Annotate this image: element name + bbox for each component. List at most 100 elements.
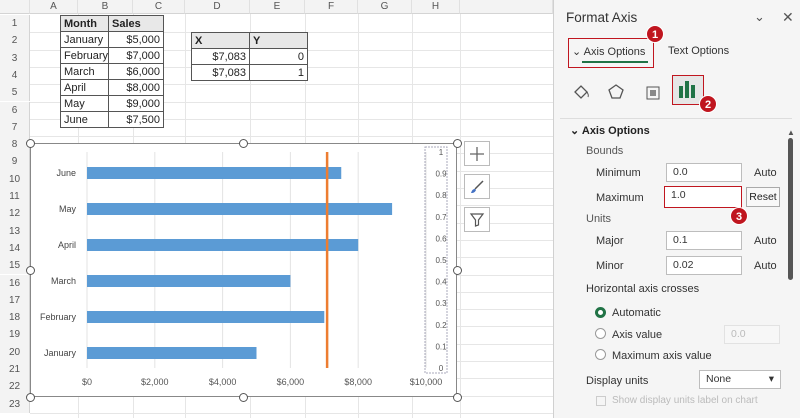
chart[interactable]: $0 $2,000 $4,000 $6,000 $8,000 $10,000 June May…	[30, 143, 457, 397]
tab-axis-options[interactable]: ⌄ Axis Options	[572, 46, 646, 58]
table-cell[interactable]: $7,083	[191, 48, 250, 65]
resize-handle[interactable]	[26, 266, 35, 275]
minimum-input[interactable]: 0.0	[666, 163, 742, 182]
divider	[560, 118, 792, 119]
resize-handle[interactable]	[239, 393, 248, 402]
row-header[interactable]: 22	[0, 378, 30, 396]
table-cell[interactable]: January	[60, 31, 109, 48]
resize-handle[interactable]	[26, 393, 35, 402]
major-input[interactable]: 0.1	[666, 231, 742, 250]
table-cell[interactable]: April	[60, 79, 109, 96]
table-cell[interactable]: February	[60, 47, 109, 64]
chart-elements-button[interactable]	[464, 141, 490, 166]
table-cell[interactable]: $7,500	[108, 111, 164, 128]
row-header[interactable]: 23	[0, 395, 30, 413]
resize-handle[interactable]	[26, 139, 35, 148]
resize-handle[interactable]	[453, 266, 462, 275]
category-label: April	[58, 240, 76, 250]
pane-title: Format Axis	[566, 10, 638, 25]
row-header[interactable]: 19	[0, 326, 30, 344]
display-units-select[interactable]: None ▾	[699, 370, 781, 389]
row-header[interactable]: 4	[0, 66, 30, 85]
column-header[interactable]: G	[358, 0, 412, 14]
fill-line-icon[interactable]	[572, 82, 592, 102]
row-header[interactable]: 6	[0, 101, 30, 119]
minimum-auto-button[interactable]: Auto	[754, 167, 777, 179]
display-units-label: Display units	[586, 375, 649, 387]
chevron-down-icon[interactable]: ⌄	[754, 9, 765, 24]
row-header[interactable]: 10	[0, 170, 30, 188]
table-cell[interactable]: $6,000	[108, 63, 164, 80]
close-icon[interactable]: ✕	[782, 9, 794, 25]
row-header[interactable]: 12	[0, 205, 30, 223]
maximum-label: Maximum	[596, 192, 644, 204]
tab-text-options[interactable]: Text Options	[668, 45, 730, 57]
row-header[interactable]: 1	[0, 15, 30, 33]
row-header[interactable]: 3	[0, 49, 30, 67]
select-all-corner[interactable]	[0, 0, 30, 14]
row-header[interactable]: 21	[0, 361, 30, 379]
radio-maximum-axis-value[interactable]	[595, 349, 606, 360]
row-header[interactable]: 20	[0, 343, 30, 361]
table-cell[interactable]: $7,000	[108, 47, 164, 64]
table-cell[interactable]: June	[60, 111, 109, 128]
maximum-reset-button[interactable]: Reset	[746, 187, 780, 207]
resize-handle[interactable]	[239, 139, 248, 148]
radio-automatic[interactable]	[595, 307, 606, 318]
row-header[interactable]: 9	[0, 153, 30, 171]
minor-input[interactable]: 0.02	[666, 256, 742, 275]
show-units-checkbox[interactable]	[596, 396, 606, 406]
table-cell[interactable]: $9,000	[108, 95, 164, 112]
major-auto-button[interactable]: Auto	[754, 235, 777, 247]
row-header[interactable]: 11	[0, 188, 30, 206]
tab-underline	[582, 61, 648, 63]
row-header[interactable]: 16	[0, 274, 30, 292]
table-cell[interactable]: $5,000	[108, 31, 164, 48]
gridline	[30, 101, 553, 103]
chart-styles-button[interactable]	[464, 174, 490, 199]
table-header-cell[interactable]: Month	[60, 15, 109, 32]
column-header[interactable]: A	[30, 0, 78, 14]
row-header[interactable]: 5	[0, 84, 30, 102]
table-cell[interactable]: $8,000	[108, 79, 164, 96]
row-header[interactable]: 15	[0, 257, 30, 275]
table-cell[interactable]: March	[60, 63, 109, 80]
table-header-cell[interactable]: Sales	[108, 15, 164, 32]
column-header[interactable]: D	[185, 0, 250, 14]
table-header-cell[interactable]: X	[191, 32, 250, 49]
table-cell[interactable]: 0	[249, 48, 308, 65]
column-header[interactable]: C	[133, 0, 185, 14]
column-header[interactable]: H	[412, 0, 460, 14]
minor-auto-button[interactable]: Auto	[754, 260, 777, 272]
resize-handle[interactable]	[453, 139, 462, 148]
table-cell[interactable]: $7,083	[191, 64, 250, 81]
secondary-y-tick-label: 0	[439, 364, 444, 373]
pane-scrollbar[interactable]	[788, 138, 793, 280]
resize-handle[interactable]	[453, 393, 462, 402]
table-header-cell[interactable]: Y	[249, 32, 308, 49]
chart-filters-button[interactable]	[464, 207, 490, 232]
column-header[interactable]: F	[305, 0, 358, 14]
radio-axis-value-label: Axis value	[612, 329, 663, 341]
size-properties-icon[interactable]	[643, 82, 663, 102]
column-header[interactable]: E	[250, 0, 305, 14]
section-axis-options[interactable]: ⌄ Axis Options	[570, 125, 650, 137]
axis-options-icon-button[interactable]	[672, 75, 704, 105]
row-header[interactable]: 7	[0, 118, 30, 137]
radio-axis-value[interactable]	[595, 328, 606, 339]
bar	[87, 347, 257, 359]
row-header[interactable]: 14	[0, 239, 30, 258]
row-header[interactable]: 18	[0, 309, 30, 327]
row-header[interactable]: 17	[0, 291, 30, 310]
bar	[87, 239, 359, 251]
table-cell[interactable]: May	[60, 95, 109, 112]
column-header[interactable]	[460, 0, 553, 14]
column-header[interactable]: B	[78, 0, 133, 14]
effects-icon[interactable]	[606, 82, 626, 102]
row-header[interactable]: 2	[0, 32, 30, 50]
maximum-input[interactable]: 1.0	[664, 186, 742, 208]
axis-value-input[interactable]: 0.0	[724, 325, 780, 344]
table-cell[interactable]: 1	[249, 64, 308, 81]
row-header[interactable]: 13	[0, 222, 30, 240]
scroll-up-icon[interactable]: ▲	[787, 128, 795, 137]
